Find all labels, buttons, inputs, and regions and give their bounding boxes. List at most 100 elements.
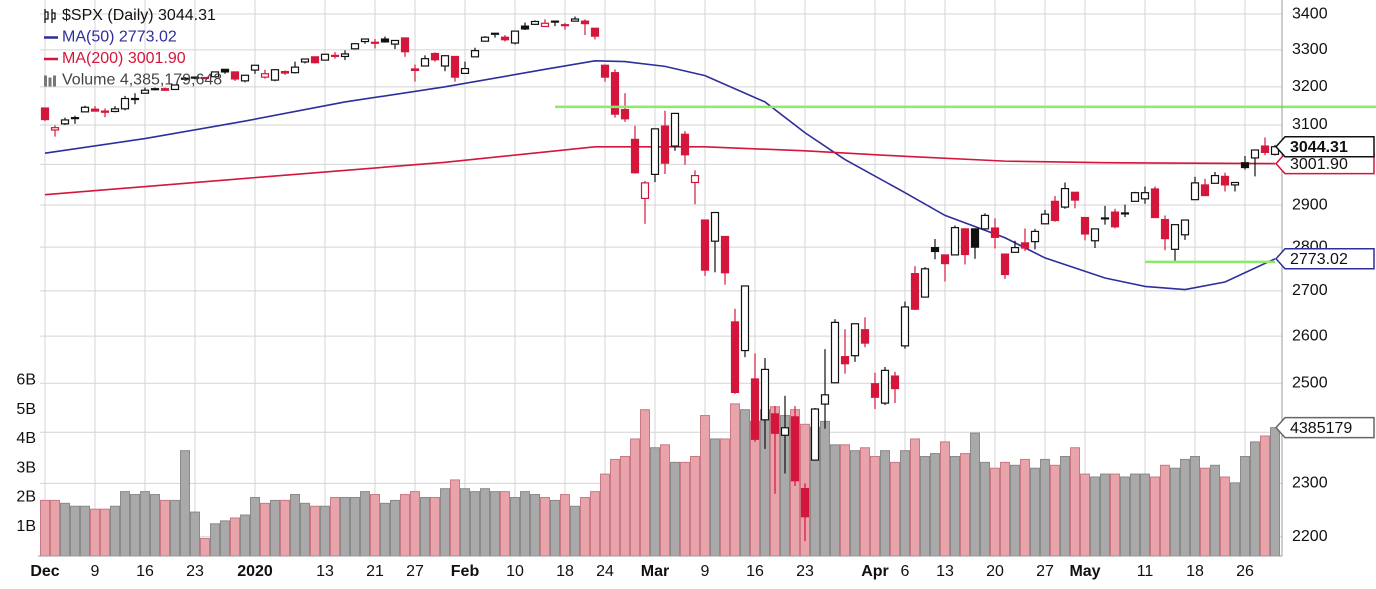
volume-bar: [230, 517, 240, 557]
candle-body: [300, 58, 310, 63]
x-tick-label: 27: [406, 563, 424, 580]
candle-body: [1050, 200, 1060, 222]
candle-body: [260, 73, 270, 78]
volume-bar: [1160, 464, 1170, 557]
candle-body: [740, 285, 750, 352]
candle-body: [990, 227, 1000, 238]
value-tag-label: 3044.31: [1290, 139, 1348, 156]
value-tag: [1274, 248, 1375, 270]
volume-bar: [730, 403, 740, 557]
volume-bar: [830, 444, 840, 557]
candle-body: [870, 383, 880, 398]
volume-bar: [1060, 456, 1070, 557]
value-tag: [1274, 416, 1375, 439]
candle-body: [970, 228, 980, 248]
value-tag-label: 3001.90: [1290, 156, 1348, 173]
candle-body: [1110, 211, 1120, 228]
candle-body: [560, 24, 570, 27]
candle-body: [60, 119, 70, 125]
volume-bar: [740, 409, 750, 557]
candle-body: [210, 71, 220, 78]
candle-body: [240, 74, 250, 82]
candle-body: [70, 117, 80, 120]
candle-body: [320, 53, 330, 61]
candle-body: [370, 41, 380, 44]
candle-body: [1070, 191, 1080, 201]
legend-entry: $SPX (Daily) 3044.31: [62, 7, 216, 24]
legend-icon: [44, 75, 47, 87]
volume-bar: [1270, 427, 1280, 557]
candle-body: [790, 416, 800, 482]
candle-body: [310, 56, 320, 64]
candle-body: [50, 127, 60, 131]
candle-body: [760, 368, 770, 421]
value-tag-label: 4385179: [1290, 420, 1352, 437]
volume-bar: [380, 502, 390, 557]
candle-body: [230, 71, 240, 80]
volume-bar: [660, 444, 670, 557]
x-tick-label: 6: [901, 563, 910, 580]
volume-bar: [1180, 458, 1190, 557]
candle-body: [960, 228, 970, 256]
volume-bar: [60, 502, 70, 557]
volume-bar: [1240, 456, 1250, 557]
candle-body: [950, 227, 960, 256]
volume-bar: [910, 438, 920, 557]
candle-body: [1030, 230, 1040, 243]
volume-bar: [280, 499, 290, 557]
candle-body: [1080, 216, 1090, 235]
value-tag: [1274, 135, 1375, 158]
candle-body: [290, 66, 300, 74]
volume-bar: [550, 499, 560, 557]
volume-bar: [1250, 441, 1260, 557]
legend-name: MA(50): [62, 29, 114, 46]
volume-bar: [290, 494, 300, 557]
candle-body: [720, 235, 730, 274]
candle-body: [200, 76, 210, 80]
volume-bar: [430, 496, 440, 557]
moving-average-line: [44, 146, 1276, 196]
volume-bar: [120, 491, 130, 557]
candle-body: [420, 58, 430, 67]
candle-body: [470, 50, 480, 58]
candle-body: [540, 22, 550, 28]
candle-body: [1020, 242, 1030, 249]
x-tick-label: 26: [1236, 563, 1254, 580]
candle-body: [1100, 217, 1110, 220]
volume-bar: [950, 456, 960, 557]
volume-bar: [510, 496, 520, 557]
x-tick-label: Mar: [641, 563, 669, 580]
volume-bar: [520, 491, 530, 557]
volume-bar: [360, 491, 370, 557]
candle-body: [630, 138, 640, 174]
candle-body: [1190, 182, 1200, 201]
y2-tick-label: 2B: [16, 489, 36, 506]
candle-body: [390, 39, 400, 45]
y-tick-label: 2900: [1292, 196, 1328, 213]
volume-bar: [420, 496, 430, 557]
x-tick-label: 24: [596, 563, 614, 580]
volume-bar: [250, 496, 260, 557]
candle-body: [770, 413, 780, 434]
volume-bar: [1220, 476, 1230, 557]
y-tick-label: 3300: [1292, 41, 1328, 58]
volume-bar: [1040, 458, 1050, 557]
candle-body: [1150, 188, 1160, 219]
volume-bar: [160, 499, 170, 557]
volume-bar: [70, 505, 80, 557]
x-tick-label: 20: [986, 563, 1004, 580]
candle-body: [1220, 175, 1230, 186]
volume-bar: [110, 505, 120, 557]
volume-bar: [640, 409, 650, 557]
volume-bar: [340, 496, 350, 557]
volume-bar: [710, 438, 720, 557]
volume-bar: [1260, 435, 1270, 557]
legend-entry: MA(50) 2773.02: [62, 29, 177, 46]
volume-bar: [480, 488, 490, 557]
legend-entry: MA(200) 3001.90: [62, 50, 186, 67]
candle-body: [120, 97, 130, 110]
candle-body: [330, 54, 340, 57]
volume-bar: [1080, 473, 1090, 557]
volume-bar: [600, 473, 610, 557]
volume-bar: [900, 450, 910, 557]
